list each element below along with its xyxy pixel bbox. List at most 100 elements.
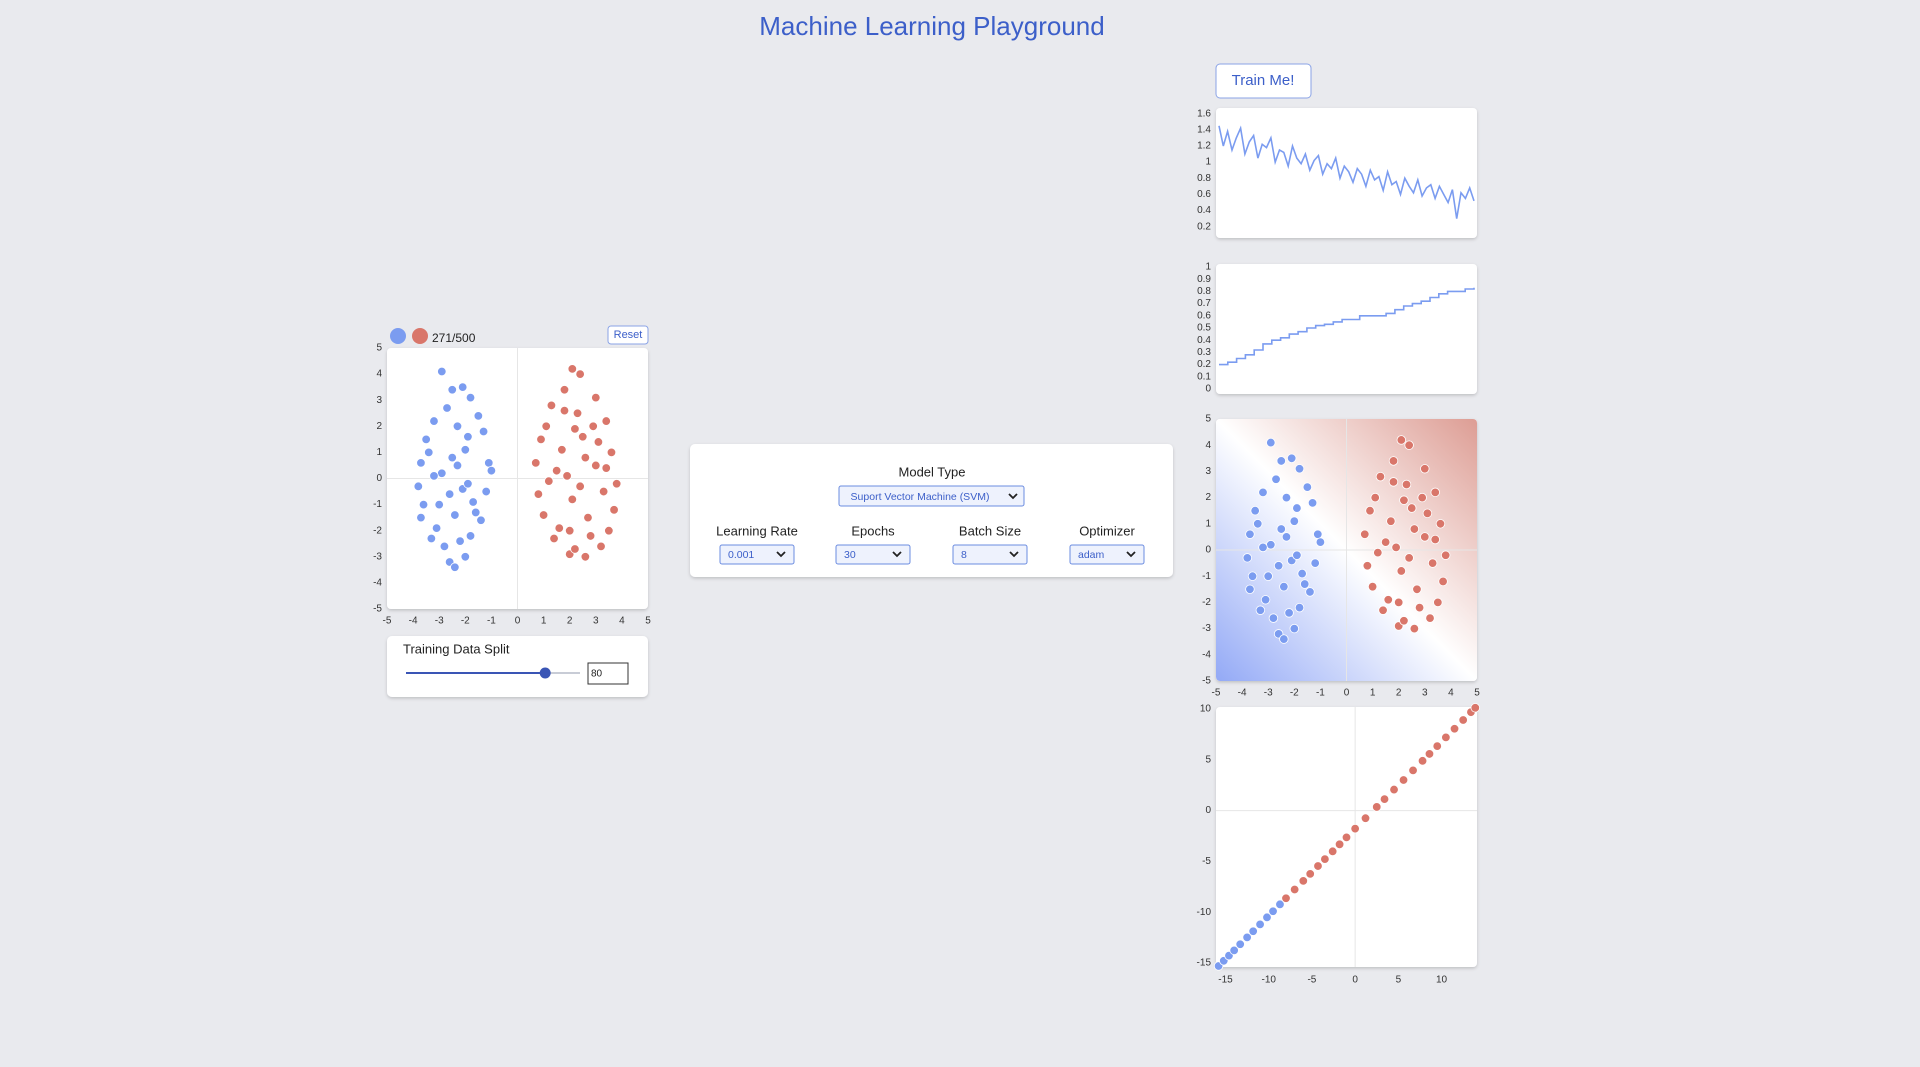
data-point <box>567 494 578 505</box>
reset-label[interactable]: Reset <box>614 329 643 341</box>
x-tick-label: -10 <box>1261 975 1276 986</box>
data-point <box>546 400 557 411</box>
data-point <box>1430 487 1440 498</box>
data-point <box>580 552 591 562</box>
y-tick-label: 0.2 <box>1197 359 1211 370</box>
x-tick-label: -5 <box>1212 688 1221 699</box>
y-tick-label: -10 <box>1197 907 1212 918</box>
data-point <box>429 471 439 481</box>
page-title: Machine Learning Playground <box>759 11 1104 41</box>
data-point <box>1242 553 1253 563</box>
model-type-value[interactable]: Suport Vector Machine (SVM) <box>851 491 990 503</box>
data-point <box>531 458 541 468</box>
data-point <box>1305 869 1315 879</box>
x-tick-label: -5 <box>1307 975 1316 986</box>
data-point <box>1440 550 1451 560</box>
data-point <box>1420 464 1430 474</box>
data-point <box>1414 602 1425 613</box>
y-tick-label: 5 <box>1205 754 1211 765</box>
data-point <box>1388 477 1399 487</box>
x-tick-label: -2 <box>461 616 470 627</box>
data-point <box>1286 453 1297 464</box>
legend-dot <box>412 328 428 344</box>
param-select[interactable] <box>835 544 911 565</box>
x-tick-label: 3 <box>1422 688 1428 699</box>
data-point <box>476 515 486 525</box>
data-point <box>1424 749 1435 759</box>
data-point <box>484 458 494 468</box>
data-point <box>473 411 484 421</box>
y-tick-label: 1 <box>1205 518 1211 529</box>
x-tick-label: 10 <box>1436 975 1448 986</box>
y-tick-label: 1.2 <box>1197 141 1211 152</box>
param-select[interactable] <box>952 544 1028 565</box>
y-tick-label: -3 <box>1202 623 1211 634</box>
x-tick-label: 0 <box>1344 688 1350 699</box>
data-point <box>1276 524 1286 534</box>
data-point <box>416 458 426 468</box>
data-point <box>444 489 455 499</box>
y-tick-label: 0 <box>1205 545 1211 556</box>
data-point <box>1407 503 1417 513</box>
y-tick-label: -3 <box>373 551 382 562</box>
param-select[interactable] <box>1069 544 1145 565</box>
slider-thumb[interactable] <box>539 667 551 679</box>
data-point <box>572 408 583 418</box>
data-point <box>1420 532 1430 542</box>
data-point <box>601 416 611 426</box>
data-point <box>1391 542 1401 553</box>
data-point <box>1281 492 1292 503</box>
param-value[interactable]: 0.001 <box>728 549 754 561</box>
chart-frame <box>1216 264 1477 394</box>
data-point <box>1298 876 1308 886</box>
split-input-value[interactable]: 80 <box>591 669 603 680</box>
data-point <box>1399 616 1409 626</box>
x-tick-label: -1 <box>1316 688 1325 699</box>
data-point <box>434 499 444 510</box>
y-tick-label: 0 <box>1205 805 1211 816</box>
train-label[interactable]: Train Me! <box>1232 72 1295 89</box>
reset-button[interactable] <box>607 325 649 345</box>
y-tick-label: 0.4 <box>1197 335 1211 346</box>
param-value[interactable]: adam <box>1078 549 1105 561</box>
data-point <box>1341 832 1352 843</box>
data-point <box>1388 456 1399 466</box>
data-point <box>1279 634 1289 644</box>
param-value[interactable]: 30 <box>844 549 856 561</box>
data-point <box>429 416 439 426</box>
data-point <box>421 434 431 445</box>
y-tick-label: -4 <box>1202 649 1211 660</box>
data-point <box>1248 926 1258 936</box>
x-tick-label: 5 <box>645 616 651 627</box>
train-button[interactable] <box>1215 63 1312 99</box>
y-tick-label: -1 <box>373 499 382 510</box>
legend-dot <box>390 328 406 344</box>
data-point <box>437 366 447 377</box>
model-type-select[interactable] <box>838 485 1025 507</box>
param-select[interactable] <box>719 544 795 565</box>
split-input[interactable] <box>587 662 629 685</box>
data-point <box>416 512 426 523</box>
data-point <box>1276 456 1286 466</box>
param-label: Optimizer <box>1079 523 1135 538</box>
data-point <box>426 533 437 544</box>
data-point <box>460 445 471 455</box>
data-point <box>450 562 460 572</box>
y-tick-label: 2 <box>376 421 382 432</box>
y-tick-label: 1 <box>376 447 382 458</box>
y-tick-label: 0.8 <box>1197 286 1211 297</box>
data-point <box>591 460 601 471</box>
param-value[interactable]: 8 <box>961 549 967 561</box>
data-point <box>1313 861 1323 871</box>
x-tick-label: -3 <box>1264 688 1273 699</box>
y-tick-label: -2 <box>1202 597 1211 608</box>
data-point <box>541 421 551 432</box>
data-point <box>1370 492 1380 503</box>
data-point <box>1383 595 1393 605</box>
data-point <box>437 468 447 478</box>
data-point <box>1360 813 1371 823</box>
data-point <box>1229 945 1239 956</box>
y-tick-label: -15 <box>1197 958 1212 969</box>
y-tick-label: 0.6 <box>1197 310 1211 321</box>
data-point <box>570 544 580 554</box>
